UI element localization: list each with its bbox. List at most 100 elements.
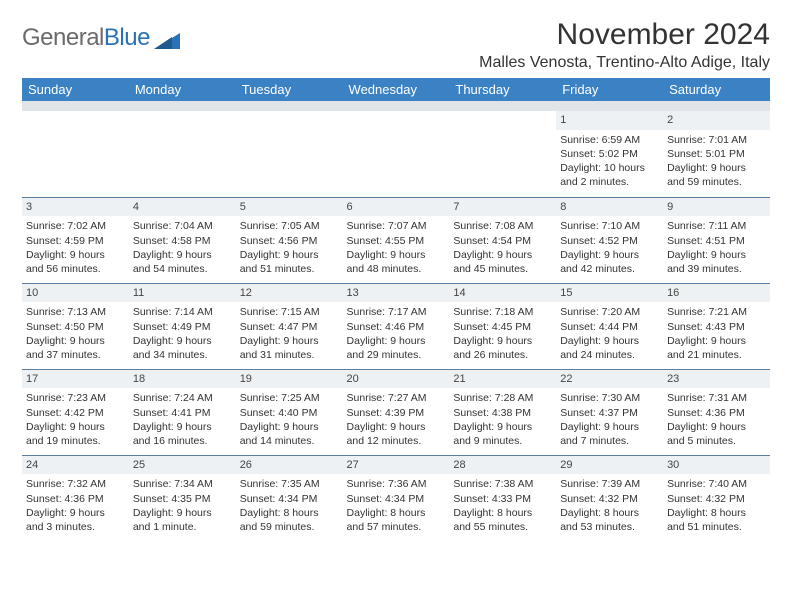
daylight-text: and 53 minutes. <box>560 520 659 534</box>
day-number: 19 <box>236 370 343 389</box>
sunrise-text: Sunrise: 7:01 AM <box>667 133 766 147</box>
sunrise-text: Sunrise: 7:31 AM <box>667 391 766 405</box>
daylight-text: and 1 minute. <box>133 520 232 534</box>
sunrise-text: Sunrise: 7:34 AM <box>133 477 232 491</box>
daylight-text: Daylight: 9 hours <box>667 334 766 348</box>
calendar-day-cell: 24Sunrise: 7:32 AMSunset: 4:36 PMDayligh… <box>22 455 129 541</box>
weekday-header: Wednesday <box>343 78 450 101</box>
daylight-text: and 31 minutes. <box>240 348 339 362</box>
daylight-text: Daylight: 9 hours <box>26 334 125 348</box>
calendar-day-cell: 8Sunrise: 7:10 AMSunset: 4:52 PMDaylight… <box>556 197 663 283</box>
calendar-day-cell: 17Sunrise: 7:23 AMSunset: 4:42 PMDayligh… <box>22 369 129 455</box>
daylight-text: and 56 minutes. <box>26 262 125 276</box>
logo-triangle-icon <box>154 29 180 49</box>
sunset-text: Sunset: 4:59 PM <box>26 234 125 248</box>
calendar-empty-cell <box>236 111 343 197</box>
calendar-day-cell: 19 Sunrise: 7:25 AMSunset: 4:40 PMDayligh… <box>236 369 343 455</box>
sunset-text: Sunset: 4:51 PM <box>667 234 766 248</box>
sunset-text: Sunset: 5:01 PM <box>667 147 766 161</box>
logo-text-blue: Blue <box>104 24 150 51</box>
day-number: 25 <box>129 456 236 475</box>
day-number: 7 <box>449 198 556 217</box>
calendar-day-cell: 7Sunrise: 7:08 AMSunset: 4:54 PMDaylight… <box>449 197 556 283</box>
sunset-text: Sunset: 4:37 PM <box>560 406 659 420</box>
day-number: 30 <box>663 456 770 475</box>
sunrise-text: Sunrise: 7:23 AM <box>26 391 125 405</box>
daylight-text: Daylight: 8 hours <box>667 506 766 520</box>
daylight-text: and 5 minutes. <box>667 434 766 448</box>
sunrise-text: Sunrise: 7:30 AM <box>560 391 659 405</box>
calendar-day-cell: 6Sunrise: 7:07 AMSunset: 4:55 PMDaylight… <box>343 197 450 283</box>
sunset-text: Sunset: 4:38 PM <box>453 406 552 420</box>
weekday-header: Thursday <box>449 78 556 101</box>
daylight-text: and 39 minutes. <box>667 262 766 276</box>
calendar-week-row: 17Sunrise: 7:23 AMSunset: 4:42 PMDayligh… <box>22 369 770 455</box>
day-number: 27 <box>343 456 450 475</box>
sunset-text: Sunset: 4:54 PM <box>453 234 552 248</box>
daylight-text: Daylight: 9 hours <box>453 420 552 434</box>
daylight-text: and 9 minutes. <box>453 434 552 448</box>
sunrise-text: Sunrise: 7:18 AM <box>453 305 552 319</box>
sunset-text: Sunset: 4:49 PM <box>133 320 232 334</box>
day-number: 29 <box>556 456 663 475</box>
daylight-text: Daylight: 9 hours <box>26 248 125 262</box>
sunrise-text: Sunrise: 7:25 AM <box>240 391 339 405</box>
sunrise-text: Sunrise: 7:39 AM <box>560 477 659 491</box>
day-number: 14 <box>449 284 556 303</box>
sunrise-text: Sunrise: 7:40 AM <box>667 477 766 491</box>
sunrise-text: Sunrise: 7:15 AM <box>240 305 339 319</box>
sunrise-text: Sunrise: 7:28 AM <box>453 391 552 405</box>
day-number: 23 <box>663 370 770 389</box>
calendar-empty-cell <box>22 111 129 197</box>
calendar-table: SundayMondayTuesdayWednesdayThursdayFrid… <box>22 78 770 541</box>
day-number: 6 <box>343 198 450 217</box>
calendar-day-cell: 9Sunrise: 7:11 AMSunset: 4:51 PMDaylight… <box>663 197 770 283</box>
daylight-text: Daylight: 9 hours <box>347 334 446 348</box>
sunrise-text: Sunrise: 7:35 AM <box>240 477 339 491</box>
sunset-text: Sunset: 4:33 PM <box>453 492 552 506</box>
daylight-text: Daylight: 9 hours <box>667 161 766 175</box>
daylight-text: and 59 minutes. <box>667 175 766 189</box>
daylight-text: and 57 minutes. <box>347 520 446 534</box>
daylight-text: Daylight: 9 hours <box>26 506 125 520</box>
daylight-text: and 59 minutes. <box>240 520 339 534</box>
calendar-day-cell: 4Sunrise: 7:04 AMSunset: 4:58 PMDaylight… <box>129 197 236 283</box>
sunset-text: Sunset: 4:41 PM <box>133 406 232 420</box>
sunrise-text: Sunrise: 7:13 AM <box>26 305 125 319</box>
daylight-text: Daylight: 10 hours <box>560 161 659 175</box>
sunset-text: Sunset: 4:46 PM <box>347 320 446 334</box>
calendar-day-cell: 28Sunrise: 7:38 AMSunset: 4:33 PMDayligh… <box>449 455 556 541</box>
sunrise-text: Sunrise: 7:10 AM <box>560 219 659 233</box>
calendar-day-cell: 21Sunrise: 7:28 AMSunset: 4:38 PMDayligh… <box>449 369 556 455</box>
sunset-text: Sunset: 4:58 PM <box>133 234 232 248</box>
daylight-text: and 55 minutes. <box>453 520 552 534</box>
daylight-text: Daylight: 9 hours <box>240 420 339 434</box>
daylight-text: and 24 minutes. <box>560 348 659 362</box>
location-subtitle: Malles Venosta, Trentino-Alto Adige, Ita… <box>479 54 770 72</box>
sunrise-text: Sunrise: 7:27 AM <box>347 391 446 405</box>
daylight-text: Daylight: 9 hours <box>667 248 766 262</box>
daylight-text: and 19 minutes. <box>26 434 125 448</box>
sunset-text: Sunset: 4:50 PM <box>26 320 125 334</box>
sunrise-text: Sunrise: 7:14 AM <box>133 305 232 319</box>
calendar-day-cell: 10Sunrise: 7:13 AMSunset: 4:50 PMDayligh… <box>22 283 129 369</box>
calendar-week-row: 10Sunrise: 7:13 AMSunset: 4:50 PMDayligh… <box>22 283 770 369</box>
daylight-text: Daylight: 9 hours <box>560 334 659 348</box>
day-number: 20 <box>343 370 450 389</box>
calendar-day-cell: 20Sunrise: 7:27 AMSunset: 4:39 PMDayligh… <box>343 369 450 455</box>
calendar-day-cell: 16Sunrise: 7:21 AMSunset: 4:43 PMDayligh… <box>663 283 770 369</box>
calendar-day-cell: 29Sunrise: 7:39 AMSunset: 4:32 PMDayligh… <box>556 455 663 541</box>
calendar-week-row: 1Sunrise: 6:59 AMSunset: 5:02 PMDaylight… <box>22 111 770 197</box>
sunset-text: Sunset: 4:40 PM <box>240 406 339 420</box>
sunrise-text: Sunrise: 7:32 AM <box>26 477 125 491</box>
daylight-text: and 14 minutes. <box>240 434 339 448</box>
header-spacer-row <box>22 101 770 111</box>
daylight-text: Daylight: 9 hours <box>560 248 659 262</box>
daylight-text: and 54 minutes. <box>133 262 232 276</box>
page-header: GeneralBlue November 2024 Malles Venosta… <box>22 18 770 72</box>
sunrise-text: Sunrise: 7:24 AM <box>133 391 232 405</box>
daylight-text: and 26 minutes. <box>453 348 552 362</box>
day-number: 9 <box>663 198 770 217</box>
sunrise-text: Sunrise: 6:59 AM <box>560 133 659 147</box>
sunset-text: Sunset: 4:42 PM <box>26 406 125 420</box>
